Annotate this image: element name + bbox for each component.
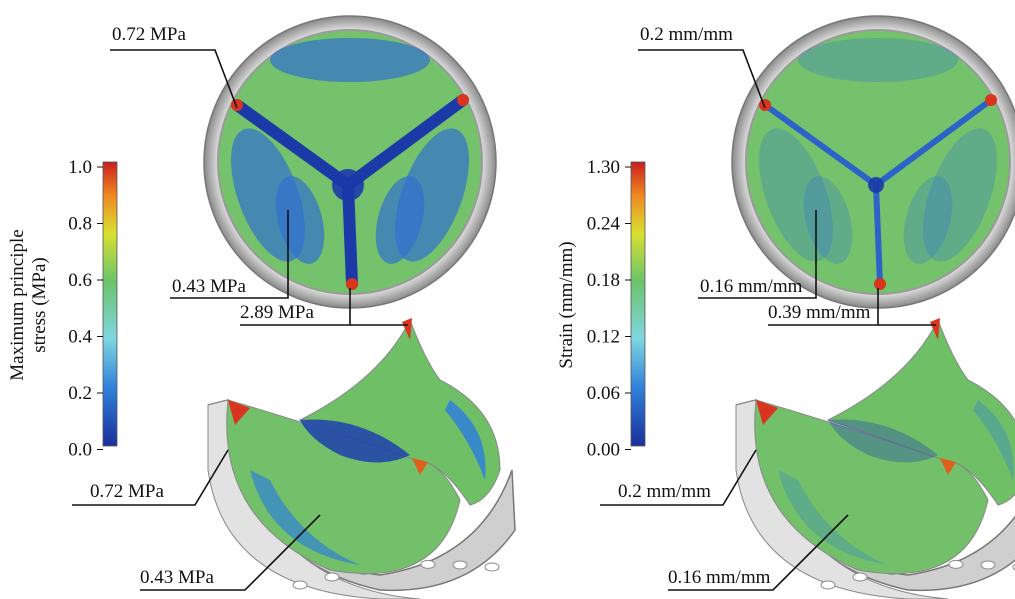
stress-band — [270, 38, 430, 82]
annotation: 0.16 mm/mm — [700, 276, 803, 297]
stent-hole — [821, 581, 835, 589]
center-spot — [868, 177, 884, 193]
commissure-hotspot — [457, 94, 469, 106]
stent-hole — [949, 560, 963, 568]
annotation: 0.39 mm/mm — [768, 302, 871, 323]
colorbar-tick-label: 0.4 — [68, 327, 92, 348]
commissure-hotspot — [874, 278, 886, 290]
colorbar-tick-label: 1.0 — [68, 157, 92, 178]
colorbar-tick-label: 0.18 — [587, 270, 620, 291]
annotation: 0.43 MPa — [172, 276, 246, 297]
colorbar-tick-label: 0.0 — [68, 440, 92, 461]
colorbar-label: stress (MPa) — [29, 257, 50, 353]
center-spot — [332, 169, 364, 201]
annotation: 0.2 mm/mm — [618, 481, 711, 502]
annotation: 0.43 MPa — [140, 567, 214, 588]
colorbar-tick-label: 0.6 — [68, 270, 92, 291]
colorbar-tick-label: 0.00 — [587, 440, 620, 461]
stent-hole — [325, 573, 339, 581]
colorbar — [103, 162, 117, 446]
commissure-hotspot — [985, 94, 997, 106]
commissure-hotspot — [231, 99, 243, 111]
figure: 1.0 0.8 0.6 0.4 0.2 0.0 Maximum principlestres… — [0, 0, 1015, 599]
colorbar-tick-label: 1.30 — [587, 157, 620, 178]
colorbar-tick-label: 0.2 — [68, 383, 92, 404]
annotation: 0.16 mm/mm — [668, 567, 771, 588]
stent-hole — [981, 561, 995, 569]
stent-hole — [453, 561, 467, 569]
annotation: 2.89 MPa — [240, 302, 314, 323]
colorbar-label: Strain (mm/mm) — [556, 241, 577, 368]
colorbar — [631, 162, 645, 446]
commissure-hotspot — [346, 278, 358, 290]
colorbar-tick-label: 0.8 — [68, 214, 92, 235]
commissure-hotspot — [759, 99, 771, 111]
stent-hole — [421, 560, 435, 568]
annotation: 0.72 MPa — [112, 24, 186, 45]
colorbar-label: Maximum principle — [7, 229, 28, 380]
coaptation-line — [876, 185, 880, 284]
stress-band — [798, 38, 958, 82]
panel: 1.30 0.24 0.18 0.12 0.06 0.00 Strain (mm/mm) 0.… — [556, 16, 1015, 599]
stent-hole — [293, 581, 307, 589]
colorbar-tick-label: 0.12 — [587, 327, 620, 348]
colorbar-tick-label: 0.24 — [587, 214, 621, 235]
annotation: 0.2 mm/mm — [640, 24, 733, 45]
stent-hole — [485, 563, 499, 571]
annotation: 0.72 MPa — [90, 481, 164, 502]
colorbar-tick-label: 0.06 — [587, 383, 620, 404]
stent-hole — [853, 573, 867, 581]
